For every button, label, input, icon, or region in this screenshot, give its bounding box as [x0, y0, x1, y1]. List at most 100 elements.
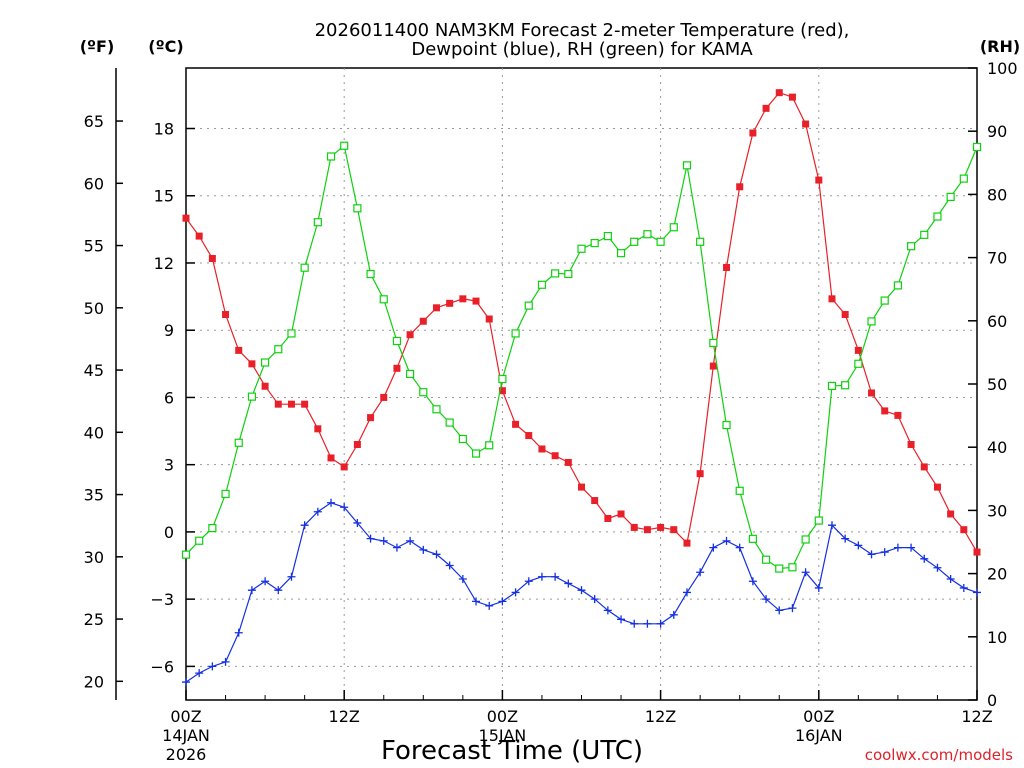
dewpoint-point — [735, 543, 744, 552]
dewpoint-point — [551, 572, 560, 581]
rh-point — [630, 237, 639, 246]
dewpoint-point — [722, 536, 731, 545]
dewpoint-point — [340, 503, 349, 512]
temperature-point — [485, 315, 493, 323]
temperature-point — [353, 441, 361, 449]
rh-point — [972, 142, 982, 152]
series-line — [185, 92, 978, 553]
rh-point — [906, 242, 916, 251]
rh-point — [709, 338, 718, 348]
dewpoint-point — [247, 586, 256, 595]
temperature-point — [432, 304, 440, 312]
rh-point — [458, 434, 467, 444]
x-tick-label: 12Z — [645, 707, 676, 726]
temperature-point — [920, 463, 928, 471]
dewpoint-point — [564, 579, 573, 588]
rh-point — [234, 438, 243, 447]
dewpoint-point — [867, 550, 876, 559]
rh-point — [722, 420, 731, 430]
dewpoint-point — [379, 536, 388, 545]
temperature-point — [657, 523, 665, 531]
dewpoint-point — [458, 574, 467, 583]
x-tick-label: 12Z — [329, 707, 360, 726]
temperature-point — [881, 407, 889, 415]
rh-point — [551, 269, 560, 278]
f-tick-label: 65 — [84, 112, 104, 131]
plot-frame — [185, 67, 978, 701]
series-layer — [181, 89, 982, 687]
temperature-point — [683, 539, 691, 547]
rh-point — [300, 263, 309, 272]
fahrenheit-axis: 20 25 30 35 40 45 50 55 60 65 — [84, 112, 123, 691]
temperature-point — [723, 263, 731, 271]
rh-tick-label: 70 — [987, 249, 1007, 268]
rh-tick-label: 90 — [987, 122, 1007, 141]
rh-point — [445, 418, 454, 427]
temperature-point — [643, 526, 651, 534]
temperature-point — [314, 425, 322, 433]
x-tick-label: 12Z — [961, 707, 992, 726]
rh-point — [801, 535, 810, 544]
rh-point — [893, 281, 903, 290]
temperature-point — [933, 483, 941, 491]
temperature-point — [498, 387, 506, 395]
rh-point — [867, 317, 876, 326]
rh-point — [933, 212, 942, 221]
c-tick-label: 0 — [164, 523, 174, 542]
dewpoint-point — [392, 543, 401, 552]
dewpoint-point — [682, 588, 691, 597]
c-tick-label: 12 — [154, 254, 174, 273]
rh-point — [761, 555, 771, 564]
f-tick-label: 30 — [84, 548, 104, 567]
temperature-point — [380, 393, 388, 401]
dewpoint-point — [577, 586, 586, 595]
rh-point — [643, 230, 652, 239]
dewpoint-point — [406, 536, 415, 545]
dewpoint-point — [920, 554, 929, 563]
rh-tick-label: 20 — [987, 565, 1007, 584]
rh-point — [682, 161, 692, 170]
dewpoint-point — [432, 550, 441, 559]
f-tick-label: 20 — [84, 672, 104, 691]
temperature-point — [538, 445, 546, 453]
temperature-point — [446, 299, 454, 307]
temperature-point — [525, 432, 533, 440]
rh-point — [841, 381, 850, 390]
temperature-point — [208, 254, 216, 262]
dewpoint-point — [445, 561, 454, 570]
temperature-point — [841, 311, 849, 319]
dewpoint-point — [762, 595, 771, 604]
rh-point — [577, 244, 586, 253]
dewpoint-point — [485, 601, 494, 610]
rh-point — [195, 536, 204, 545]
temperature-point — [630, 523, 638, 531]
rh-point — [247, 392, 257, 401]
dewpoint-point — [893, 543, 902, 552]
rh-point — [669, 223, 678, 232]
rh-point — [221, 489, 230, 499]
temperature-point — [709, 362, 717, 370]
series-line — [185, 144, 978, 570]
f-tick-label: 60 — [84, 174, 104, 193]
dewpoint-point — [195, 669, 204, 678]
f-tick-label: 45 — [84, 361, 104, 380]
chart-title-line-1: 2026011400 NAM3KM Forecast 2-meter Tempe… — [315, 20, 850, 41]
c-tick-label: 3 — [164, 456, 174, 475]
x-date-label: 14JAN — [162, 726, 210, 745]
temperature-point — [591, 497, 599, 505]
rh-point — [208, 523, 217, 533]
temperature-point — [696, 470, 704, 478]
dewpoint-point — [880, 548, 889, 557]
dewpoint-point — [617, 615, 626, 624]
dewpoint-point — [261, 577, 270, 586]
f-tick-label: 35 — [84, 486, 104, 505]
rh-point — [353, 204, 362, 213]
credit-label: coolwx.com/models — [865, 746, 1013, 764]
rh-point — [537, 280, 547, 289]
dewpoint-point — [472, 597, 481, 606]
temperature-point — [762, 104, 770, 112]
f-tick-label: 40 — [84, 423, 104, 442]
rh-point — [498, 374, 507, 384]
rh-tick-label: 60 — [987, 312, 1007, 331]
celsius-axis: −6 −3 0 3 6 9 12 15 18 — [150, 120, 195, 676]
